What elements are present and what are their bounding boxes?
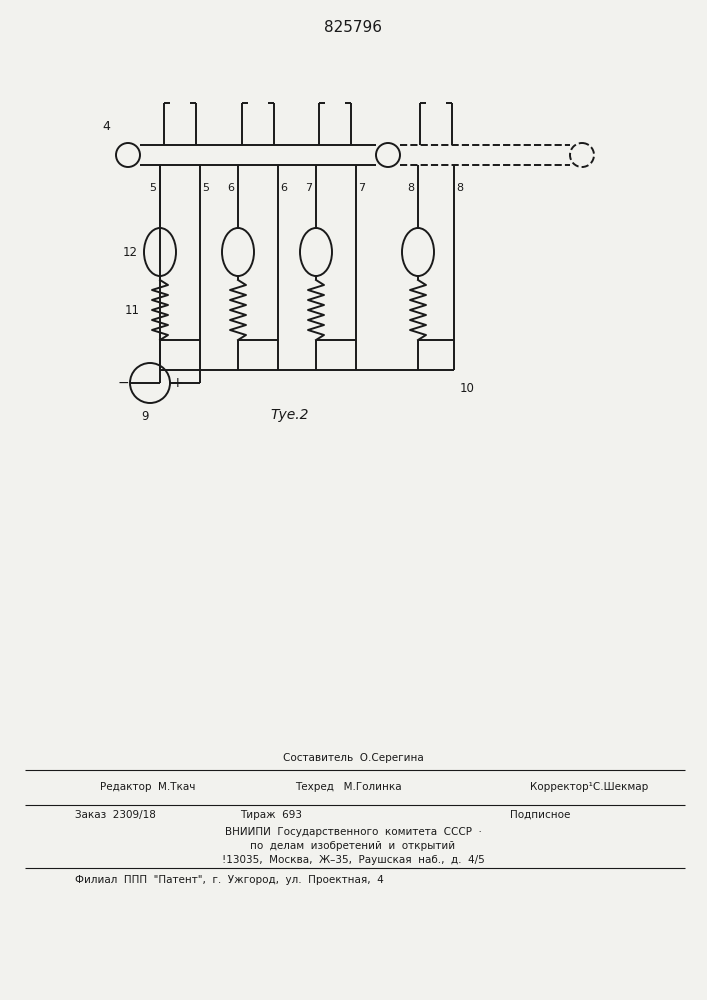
Text: Корректор¹С.Шекмар: Корректор¹С.Шекмар	[530, 782, 648, 792]
Text: Заказ  2309/18: Заказ 2309/18	[75, 810, 156, 820]
Text: Подписное: Подписное	[510, 810, 571, 820]
Text: Редактор  М.Ткач: Редактор М.Ткач	[100, 782, 195, 792]
Text: Техред   М.Голинка: Техред М.Голинка	[295, 782, 402, 792]
Text: 5: 5	[202, 183, 209, 193]
Text: −: −	[117, 376, 129, 390]
Text: по  делам  изобретений  и  открытий: по делам изобретений и открытий	[250, 841, 455, 851]
Text: Тираж  693: Тираж 693	[240, 810, 302, 820]
Text: 5: 5	[149, 183, 156, 193]
Text: +: +	[171, 376, 183, 390]
Text: 8: 8	[456, 183, 463, 193]
Text: Составитель  О.Серегина: Составитель О.Серегина	[283, 753, 423, 763]
Text: Филиал  ППП  "Патент",  г.  Ужгород,  ул.  Проектная,  4: Филиал ППП "Патент", г. Ужгород, ул. Про…	[75, 875, 384, 885]
Text: 12: 12	[123, 245, 138, 258]
Text: 7: 7	[358, 183, 365, 193]
Text: 10: 10	[460, 381, 475, 394]
Text: !13035,  Москва,  Ж–35,  Раушская  наб.,  д.  4/5: !13035, Москва, Ж–35, Раушская наб., д. …	[221, 855, 484, 865]
Text: ВНИИПИ  Государственного  комитета  СССР  ·: ВНИИПИ Государственного комитета СССР ·	[225, 827, 481, 837]
Text: 7: 7	[305, 183, 312, 193]
Text: 8: 8	[407, 183, 414, 193]
Text: 6: 6	[280, 183, 287, 193]
Text: 4: 4	[102, 120, 110, 133]
Text: 9: 9	[141, 410, 148, 424]
Text: 825796: 825796	[324, 20, 382, 35]
Text: 11: 11	[125, 304, 140, 316]
Text: Τуе.2: Τуе.2	[271, 408, 309, 422]
Text: 6: 6	[227, 183, 234, 193]
